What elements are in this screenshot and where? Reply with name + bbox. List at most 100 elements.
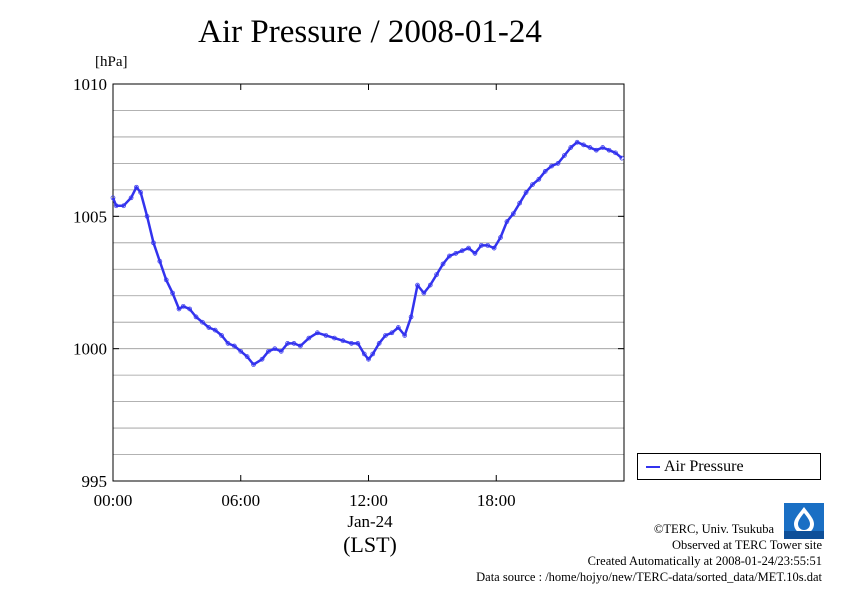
observed-at-text: Observed at TERC Tower site: [671, 538, 822, 552]
x-tick-label: 18:00: [477, 491, 516, 510]
data-point: [453, 251, 459, 256]
data-point: [349, 341, 354, 346]
x-tick-label: 00:00: [94, 491, 133, 510]
data-point: [478, 243, 484, 248]
data-point: [298, 343, 303, 349]
data-point: [176, 306, 182, 312]
data-point: [232, 343, 237, 349]
data-point: [244, 354, 250, 359]
data-point: [562, 153, 567, 158]
data-point: [402, 333, 408, 338]
data-point: [504, 219, 510, 224]
data-point: [447, 253, 452, 259]
data-point: [389, 330, 395, 336]
y-tick-label: 995: [82, 472, 108, 491]
data-point: [555, 161, 561, 166]
data-point: [134, 184, 139, 190]
data-point: [491, 245, 497, 251]
data-point: [225, 341, 231, 346]
legend-label: Air Pressure: [664, 458, 744, 475]
data-point: [212, 327, 218, 333]
y-tick-label: 1010: [73, 75, 107, 94]
data-point: [517, 200, 523, 206]
data-point: [427, 282, 433, 288]
data-point: [434, 272, 439, 277]
data-point: [332, 335, 337, 341]
legend-line-marker: [646, 466, 660, 468]
data-point: [415, 282, 420, 288]
data-point: [200, 319, 205, 325]
data-point: [593, 147, 599, 153]
x-tick-label: 12:00: [349, 491, 388, 510]
data-point: [606, 147, 612, 153]
data-point: [291, 341, 297, 346]
data-point: [498, 235, 503, 240]
data-point: [219, 333, 224, 338]
data-source-text: Data source : /home/hojyo/new/TERC-data/…: [476, 570, 822, 584]
copyright-text: ©TERC, Univ. Tsukuba: [653, 522, 774, 536]
data-point: [323, 333, 329, 338]
data-point: [523, 190, 529, 195]
data-point: [587, 145, 593, 150]
data-point: [440, 261, 446, 267]
data-point: [568, 145, 574, 150]
data-point: [574, 139, 580, 145]
data-point: [180, 303, 186, 309]
data-point: [340, 338, 346, 344]
data-point: [110, 195, 116, 201]
data-point: [306, 335, 312, 341]
created-at-text: Created Automatically at 2008-01-24/23:5…: [587, 554, 822, 568]
credits: ©TERC, Univ. Tsukuba Observed at TERC To…: [476, 521, 822, 585]
data-point: [278, 348, 284, 354]
data-point: [376, 341, 382, 346]
plot-frame: [112, 83, 625, 482]
data-point: [510, 211, 516, 217]
legend: Air Pressure: [637, 453, 821, 480]
data-point: [157, 258, 163, 264]
data-point: [144, 213, 150, 219]
data-point: [466, 245, 471, 251]
data-point: [581, 142, 586, 148]
data-point: [206, 325, 212, 330]
data-point: [619, 155, 625, 161]
data-point: [383, 333, 388, 338]
data-point: [266, 348, 271, 354]
data-point: [128, 195, 134, 201]
data-point: [121, 203, 126, 209]
data-point: [542, 168, 548, 174]
data-point: [370, 351, 376, 357]
data-point: [138, 190, 144, 195]
data-point: [238, 348, 244, 354]
data-point: [361, 351, 367, 357]
y-tick-label: 1000: [73, 340, 107, 359]
data-point: [187, 306, 192, 312]
data-point: [485, 243, 491, 248]
x-axis-timezone-label: (LST): [343, 532, 397, 557]
data-point: [193, 314, 199, 320]
data-point: [600, 145, 606, 150]
terc-logo: [784, 503, 824, 539]
data-point: [285, 341, 290, 346]
data-point: [113, 203, 119, 209]
data-point: [272, 346, 278, 352]
data-point: [459, 248, 465, 254]
data-point: [613, 150, 618, 156]
data-point: [530, 182, 535, 187]
data-point: [366, 356, 371, 362]
y-axis-unit: [hPa]: [95, 54, 128, 70]
data-point: [163, 277, 169, 283]
data-point: [151, 240, 156, 246]
data-point: [472, 251, 478, 256]
data-point: [251, 362, 256, 367]
data-point: [549, 163, 554, 169]
data-point: [408, 314, 414, 320]
data-point: [315, 330, 320, 336]
data-point: [395, 325, 401, 330]
series-line-air-pressure: [111, 140, 623, 366]
data-point: [355, 341, 361, 346]
x-axis-date-label: Jan-24: [347, 512, 393, 531]
data-point: [536, 176, 542, 182]
chart-title: Air Pressure / 2008-01-24: [198, 14, 542, 50]
data-point: [170, 290, 175, 296]
